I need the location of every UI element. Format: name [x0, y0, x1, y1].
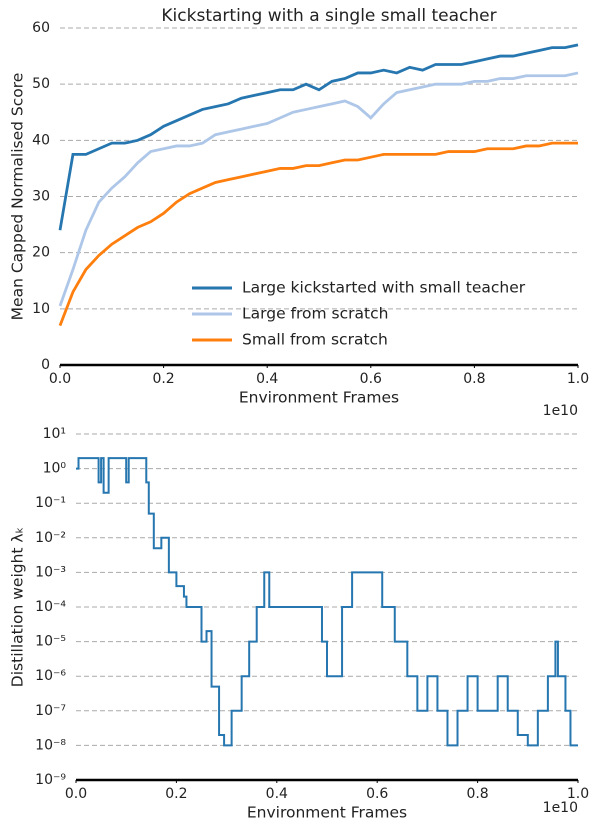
x-offset-label: 1e10 — [543, 403, 578, 419]
x-tick-label: 0.2 — [165, 786, 187, 802]
y-tick-label: 10⁻¹ — [35, 495, 66, 511]
x-tick-label: 0.8 — [466, 786, 488, 802]
y-tick-label: 10¹ — [43, 426, 66, 442]
x-tick-label: 0.0 — [49, 371, 71, 387]
series-line — [58, 71, 579, 307]
x-axis-label: Environment Frames — [247, 804, 407, 822]
y-tick-label: 10⁻² — [35, 530, 66, 546]
y-tick-label: 10⁻⁹ — [35, 772, 66, 788]
x-tick-label: 0.0 — [65, 786, 87, 802]
legend-label: Large kickstarted with small teacher — [242, 279, 526, 297]
y-tick-label: 10⁰ — [43, 461, 67, 477]
legend-label: Small from scratch — [242, 331, 388, 349]
series-line — [58, 141, 578, 327]
x-tick-label: 0.4 — [266, 786, 288, 802]
x-axis-label: Environment Frames — [239, 389, 399, 407]
x-offset-label: 1e10 — [543, 800, 578, 816]
y-tick-label: 10⁻⁵ — [35, 634, 66, 650]
y-tick-label: 10⁻⁷ — [35, 703, 66, 719]
x-tick-label: 0.6 — [366, 786, 388, 802]
chart-title: Kickstarting with a single small teacher — [161, 6, 496, 26]
y-axis-label: Distillation weight λₖ — [9, 527, 27, 687]
series-line — [58, 43, 579, 231]
legend-label: Large from scratch — [242, 305, 388, 323]
series-line — [76, 457, 578, 747]
y-tick-label: 10⁻⁸ — [35, 737, 66, 753]
x-tick-label: 0.8 — [463, 371, 485, 387]
y-tick-label: 10⁻⁶ — [35, 668, 66, 684]
y-tick-label: 30 — [32, 189, 50, 205]
y-tick-label: 10 — [32, 301, 50, 317]
y-tick-label: 40 — [32, 132, 50, 148]
y-tick-label: 10⁻⁴ — [35, 599, 66, 615]
y-tick-label: 20 — [32, 245, 50, 261]
x-tick-label: 1.0 — [567, 786, 589, 802]
y-axis-label: Mean Capped Normalised Score — [9, 73, 27, 321]
x-tick-label: 1.0 — [567, 371, 589, 387]
x-tick-label: 0.6 — [360, 371, 382, 387]
y-tick-label: 50 — [32, 76, 50, 92]
y-tick-label: 60 — [32, 20, 50, 36]
x-tick-label: 0.4 — [256, 371, 278, 387]
x-tick-label: 0.2 — [152, 371, 174, 387]
y-tick-label: 10⁻³ — [35, 564, 66, 580]
y-tick-label: 0 — [41, 357, 50, 373]
